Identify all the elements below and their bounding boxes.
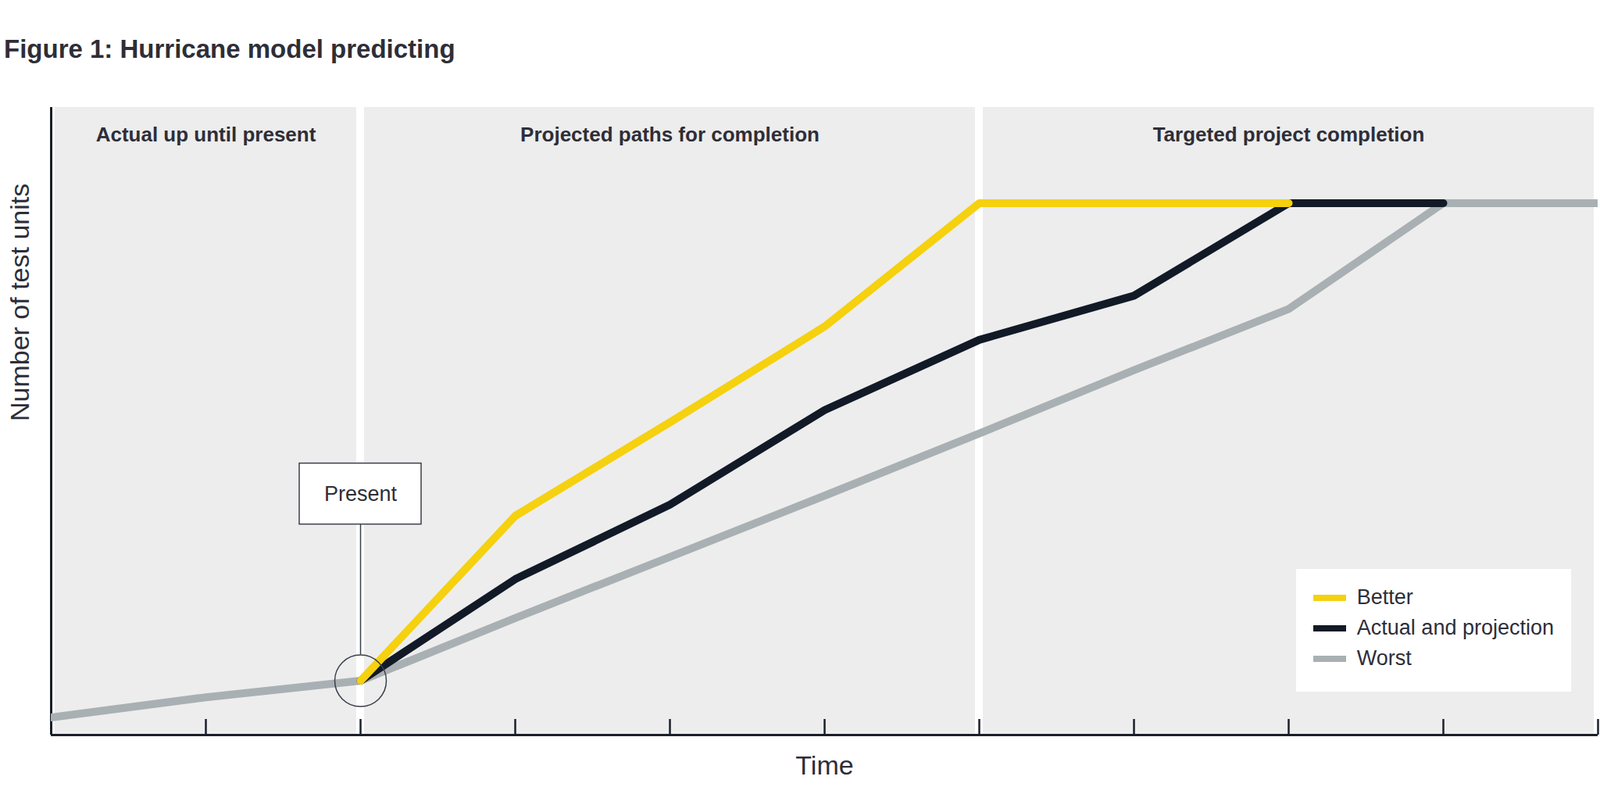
svg-text:Present: Present bbox=[324, 482, 398, 506]
html-text:Actual and projection: Actual and projection bbox=[1356, 615, 1554, 640]
html-text:Figure 1: Hurricane model pred: Figure 1: Hurricane model predicting bbox=[3, 34, 456, 64]
html-text:Better: Better bbox=[1356, 585, 1414, 609]
svg-text:Time: Time bbox=[795, 750, 854, 780]
html-text:Worst: Worst bbox=[1356, 646, 1412, 670]
svg-text:Number of test units: Number of test units bbox=[4, 183, 35, 422]
svg-text:Actual up until present: Actual up until present bbox=[96, 122, 317, 147]
svg-text:Projected paths for completion: Projected paths for completion bbox=[520, 122, 820, 147]
svg-text:Targeted project completion: Targeted project completion bbox=[1153, 122, 1425, 147]
